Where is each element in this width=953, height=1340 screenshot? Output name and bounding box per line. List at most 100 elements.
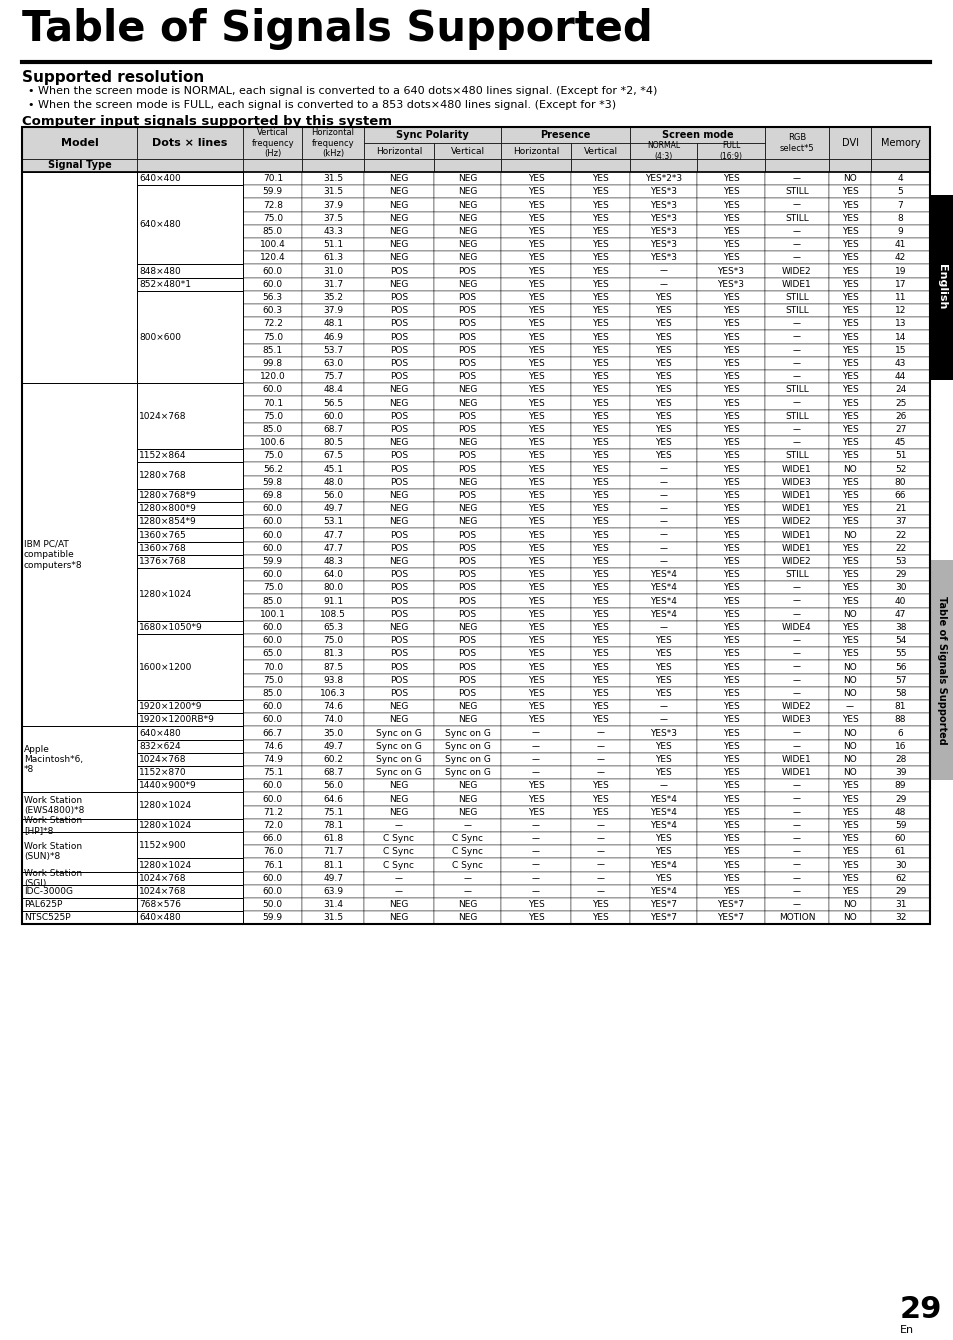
Text: NO: NO (842, 768, 856, 777)
Text: YES*7: YES*7 (650, 914, 677, 922)
Text: POS: POS (458, 346, 476, 355)
Text: ––: –– (531, 833, 540, 843)
Bar (870, 674, 929, 687)
Text: YES: YES (841, 504, 858, 513)
Bar (137, 568, 243, 582)
Text: ––: –– (659, 557, 667, 565)
Bar (243, 383, 302, 397)
Bar (500, 528, 571, 541)
Bar (697, 884, 764, 898)
Text: YES: YES (721, 477, 739, 486)
Bar (571, 595, 630, 607)
Text: YES: YES (841, 795, 858, 804)
Text: POS: POS (458, 689, 476, 698)
Bar (764, 383, 828, 397)
Text: NEG: NEG (389, 557, 408, 565)
Text: YES: YES (527, 373, 544, 381)
Text: YES: YES (655, 386, 672, 394)
Text: YES: YES (721, 398, 739, 407)
Text: WIDE1: WIDE1 (781, 754, 811, 764)
Text: 60.0: 60.0 (262, 874, 283, 883)
Text: YES: YES (527, 914, 544, 922)
Text: ––: –– (792, 795, 801, 804)
Text: ––: –– (596, 821, 604, 829)
Text: 1680×1050*9: 1680×1050*9 (139, 623, 202, 632)
Text: ––: –– (659, 716, 667, 725)
Text: POS: POS (390, 596, 408, 606)
Text: STILL: STILL (784, 306, 808, 315)
Bar (870, 449, 929, 462)
Text: YES: YES (721, 332, 739, 342)
Bar (571, 911, 630, 925)
Bar (697, 502, 764, 515)
Text: YES: YES (841, 373, 858, 381)
Bar (302, 819, 363, 832)
Text: 57: 57 (894, 675, 905, 685)
Bar (302, 634, 363, 647)
Bar (137, 291, 243, 304)
Bar (828, 846, 870, 859)
Bar (870, 582, 929, 595)
Bar (870, 291, 929, 304)
Text: 64.6: 64.6 (323, 795, 343, 804)
Bar (828, 555, 870, 568)
Bar (630, 436, 697, 449)
Bar (870, 370, 929, 383)
Text: 640×480: 640×480 (139, 729, 180, 737)
Bar (243, 502, 302, 515)
Bar (22, 277, 137, 291)
Text: YES: YES (721, 201, 739, 209)
Text: YES: YES (655, 332, 672, 342)
Bar (571, 871, 630, 884)
Bar (137, 740, 243, 753)
Bar (243, 541, 302, 555)
Text: 15: 15 (894, 346, 905, 355)
Text: YES: YES (841, 332, 858, 342)
Bar (697, 607, 764, 620)
Bar (22, 766, 137, 779)
Text: 46.9: 46.9 (323, 332, 343, 342)
Bar (302, 277, 363, 291)
Bar (302, 462, 363, 476)
Bar (870, 607, 929, 620)
Text: 37: 37 (894, 517, 905, 527)
Bar (764, 172, 828, 185)
Text: YES: YES (841, 188, 858, 196)
Text: 120.4: 120.4 (260, 253, 285, 263)
Text: YES: YES (721, 808, 739, 816)
Bar (870, 779, 929, 792)
Bar (434, 212, 500, 225)
Bar (630, 819, 697, 832)
Bar (697, 541, 764, 555)
Bar (870, 595, 929, 607)
Bar (363, 687, 434, 699)
Bar (434, 291, 500, 304)
Bar (302, 726, 363, 740)
Text: Supported resolution: Supported resolution (22, 70, 204, 84)
Bar (870, 568, 929, 582)
Bar (22, 661, 137, 674)
Bar (697, 687, 764, 699)
Text: 29: 29 (894, 887, 905, 896)
Text: YES: YES (527, 544, 544, 552)
Bar (137, 410, 243, 423)
Bar (137, 555, 243, 568)
Bar (764, 713, 828, 726)
Bar (302, 515, 363, 528)
Bar (137, 792, 243, 805)
Bar (571, 397, 630, 410)
Text: YES: YES (527, 517, 544, 527)
Text: POS: POS (390, 583, 408, 592)
Bar (434, 462, 500, 476)
Text: 76.0: 76.0 (262, 847, 283, 856)
Text: NEG: NEG (389, 808, 408, 816)
Text: 19: 19 (894, 267, 905, 276)
Bar (22, 911, 137, 925)
Text: ––: –– (792, 781, 801, 791)
Bar (870, 172, 929, 185)
Text: ––: –– (792, 729, 801, 737)
Bar (243, 277, 302, 291)
Text: ––: –– (596, 742, 604, 750)
Bar (929, 196, 953, 381)
Text: YES: YES (655, 359, 672, 368)
